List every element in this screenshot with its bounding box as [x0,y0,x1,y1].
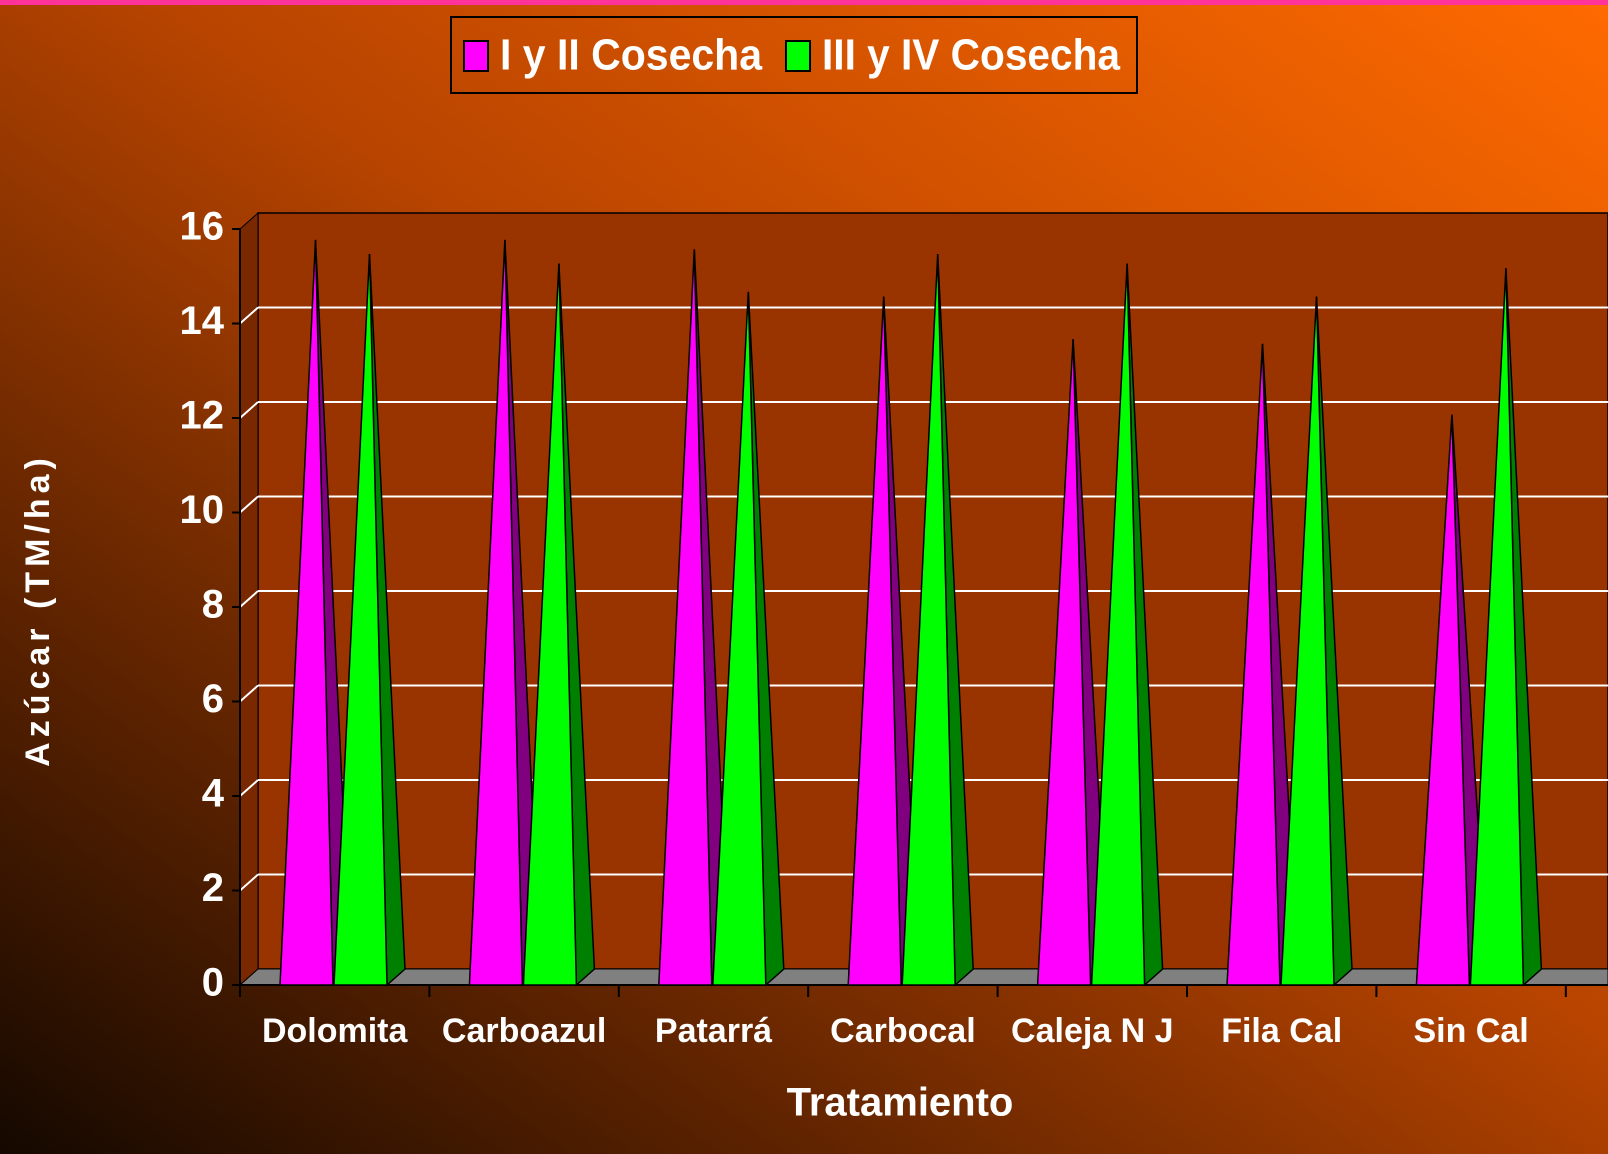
legend-label: I y II Cosecha [500,31,762,80]
x-tick-label: Fila Cal [1221,1012,1342,1050]
legend-swatch [463,40,489,72]
pyramid [847,296,902,986]
grid-line [239,873,259,892]
pyramid [1090,263,1146,986]
y-tick-label: 4 [202,772,225,816]
x-axis-title: Tratamiento [787,1081,1014,1125]
x-tick-label: Patarrá [655,1012,772,1050]
grid-line [239,779,259,797]
pyramid [1226,343,1281,986]
y-tick-label: 14 [180,299,225,343]
y-tick-label: 0 [202,961,224,1005]
grid-line [239,401,259,419]
pyramid [1469,268,1525,986]
y-tick-label: 16 [180,205,225,249]
pyramid [279,239,334,986]
pyramid [658,249,713,986]
legend-box [450,16,1138,94]
y-tick-label: 8 [202,583,224,627]
y-axis-title: Azúcar (TM/ha) [19,453,57,767]
x-tick-label: Dolomita [262,1012,409,1050]
x-tick-label: Sin Cal [1413,1012,1528,1050]
pyramid [333,254,388,986]
grid-line [239,590,259,608]
pyramid [468,239,524,986]
grid-line [239,684,259,703]
legend-label: III y IV Cosecha [822,31,1120,80]
y-tick-label: 10 [180,488,225,532]
y-tick-label: 6 [202,677,224,721]
grid-line [239,306,259,325]
pyramid [1280,296,1335,986]
pyramid [712,291,767,986]
pyramid [1415,414,1471,986]
top-stripe [0,0,1608,5]
x-tick-label: Carbocal [830,1012,976,1050]
legend-swatch [785,40,811,72]
x-tick-label: Carboazul [442,1012,606,1050]
pyramid [901,254,956,986]
y-tick-label: 2 [202,866,224,910]
pyramid [1036,339,1092,986]
x-tick-label: Caleja N J [1011,1012,1174,1050]
grid-line [239,495,259,514]
y-tick-label: 12 [180,394,225,438]
pyramid [522,263,578,986]
